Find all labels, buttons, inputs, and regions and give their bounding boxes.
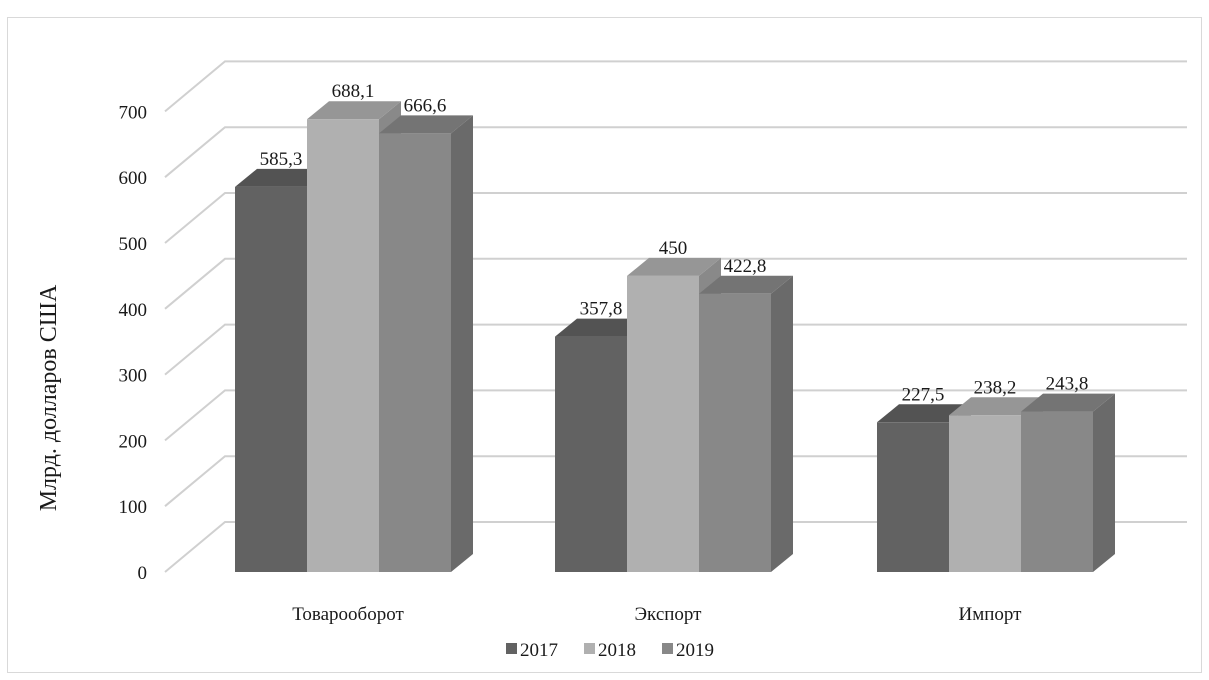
bar-top [1021,393,1115,412]
y-tick-label: 200 [119,431,148,452]
data-label: 585,3 [260,149,303,170]
gridline [164,455,1187,507]
bar-2019-1 [699,275,793,572]
bar-top [949,397,1043,416]
bar-top [307,101,401,120]
gridline [164,389,1187,442]
legend: 2017 2018 2019 [506,640,714,661]
legend-swatch [584,643,595,654]
bar-front [949,415,1021,572]
bar-top [699,275,793,294]
bar-top [627,257,721,276]
bar-front [627,275,699,572]
y-tick-label: 500 [119,234,148,255]
y-tick-label: 700 [119,102,148,123]
data-label: 238,2 [974,377,1017,398]
data-label: 227,5 [902,384,945,405]
y-tick-label: 100 [119,497,148,518]
legend-item-2017: 2017 [506,640,558,661]
legend-label: 2017 [520,640,558,661]
data-label: 422,8 [724,256,767,277]
bar-front [877,422,949,572]
bar-front [379,133,451,572]
y-tick-label: 400 [119,300,148,321]
data-label: 357,8 [580,299,623,320]
gridline [164,192,1187,244]
bar-top [877,404,971,423]
x-category-label: Импорт [959,604,1023,625]
gridline [164,60,1187,113]
bar-top [379,115,473,134]
gridlines [164,60,1187,573]
bar-side [771,275,793,572]
gridline [164,323,1187,376]
bar-front [307,119,379,573]
x-category-label: Товарооборот [292,604,404,625]
legend-swatch [662,643,673,654]
data-label: 450 [659,238,688,259]
legend-label: 2018 [598,640,636,661]
gridline [164,521,1187,573]
bar-2019-0 [379,115,473,572]
bar-front [235,186,307,572]
y-tick-label: 0 [138,563,148,584]
legend-swatch [506,643,517,654]
data-label: 666,6 [404,95,447,116]
x-axis-categories: Товарооборот Экспорт Импорт [292,604,1022,625]
bar-top [555,318,649,337]
bar-2019-2 [1021,393,1115,572]
y-axis-title: Млрд. долларов США [36,284,62,511]
y-tick-label: 300 [119,366,148,387]
legend-item-2019: 2019 [662,640,714,661]
data-label: 688,1 [332,81,375,102]
bar-side [1093,393,1115,572]
data-labels: 585,3 688,1 666,6 357,8 450 422,8 227,5 238,2 24… [260,81,1089,405]
y-tick-label: 600 [119,168,148,189]
data-label: 243,8 [1046,374,1089,395]
bar-top [235,168,329,187]
bar-side [451,115,473,572]
bar-front [1021,411,1093,572]
y-axis-ticks: 0 100 200 300 400 500 600 700 [119,102,148,584]
gridline [164,126,1187,178]
legend-label: 2019 [676,640,714,661]
bar-front [699,293,771,572]
x-category-label: Экспорт [635,604,703,625]
legend-item-2018: 2018 [584,640,636,661]
gridline [164,257,1187,310]
bars [235,101,1115,573]
bar-front [555,336,627,572]
